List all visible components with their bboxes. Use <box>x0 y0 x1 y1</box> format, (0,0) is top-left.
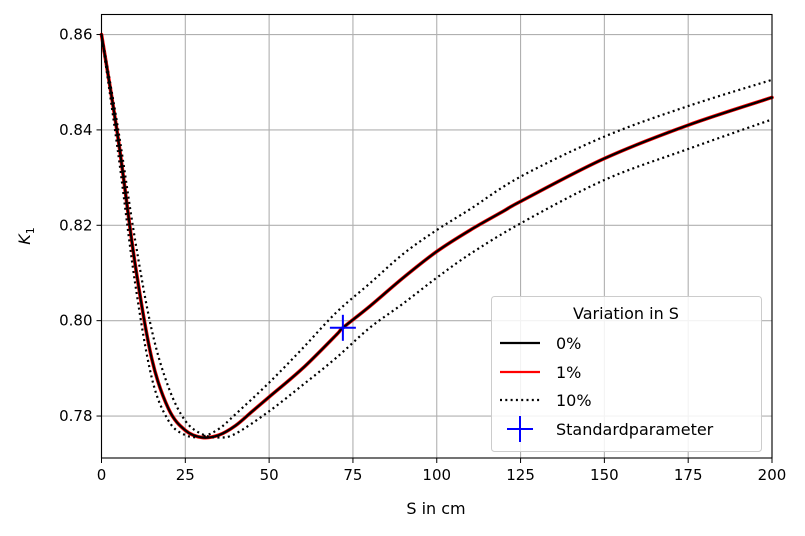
x-tick-label: 0 <box>97 466 107 484</box>
y-axis-label-subscript: 1 <box>24 227 37 234</box>
legend-label-10pct: 10% <box>556 391 592 410</box>
x-tick-label: 50 <box>260 466 279 484</box>
legend-label-1pct: 1% <box>556 363 581 382</box>
y-tick-label: 0.84 <box>59 121 92 139</box>
legend: Variation in S 0% 1% 10% Standardparamet… <box>491 296 762 452</box>
series-line-10pct-dotted-3 <box>100 34 773 439</box>
y-tick-label: 0.78 <box>59 407 92 425</box>
x-tick-label: 125 <box>506 466 535 484</box>
y-tick-label: 0.80 <box>59 312 92 330</box>
legend-title: Variation in S <box>573 304 679 323</box>
grid <box>100 14 773 458</box>
legend-label-0pct: 0% <box>556 334 581 353</box>
x-tick-label: 200 <box>758 466 787 484</box>
standardparameter-marker <box>329 314 356 341</box>
x-tick-label: 25 <box>176 466 195 484</box>
x-ticks: 0 25 50 75 100 125 150 175 200 <box>97 458 787 484</box>
legend-label-standardparameter: Standardparameter <box>556 420 714 439</box>
x-tick-label: 175 <box>674 466 703 484</box>
series-line-0pct <box>100 33 774 439</box>
y-ticks: 0.78 0.80 0.82 0.84 0.86 <box>59 26 102 425</box>
y-tick-label: 0.82 <box>59 216 92 234</box>
series-layer <box>99 32 774 440</box>
y-tick-label: 0.86 <box>59 26 92 44</box>
y-axis-label: K1 <box>15 227 37 245</box>
legend-swatch-standardparameter <box>507 416 533 442</box>
x-tick-label: 150 <box>590 466 619 484</box>
y-axis-label-main: K <box>15 233 34 245</box>
legend-box <box>491 296 762 452</box>
x-tick-label: 100 <box>422 466 451 484</box>
x-axis-label: S in cm <box>406 499 465 518</box>
x-tick-label: 75 <box>343 466 362 484</box>
